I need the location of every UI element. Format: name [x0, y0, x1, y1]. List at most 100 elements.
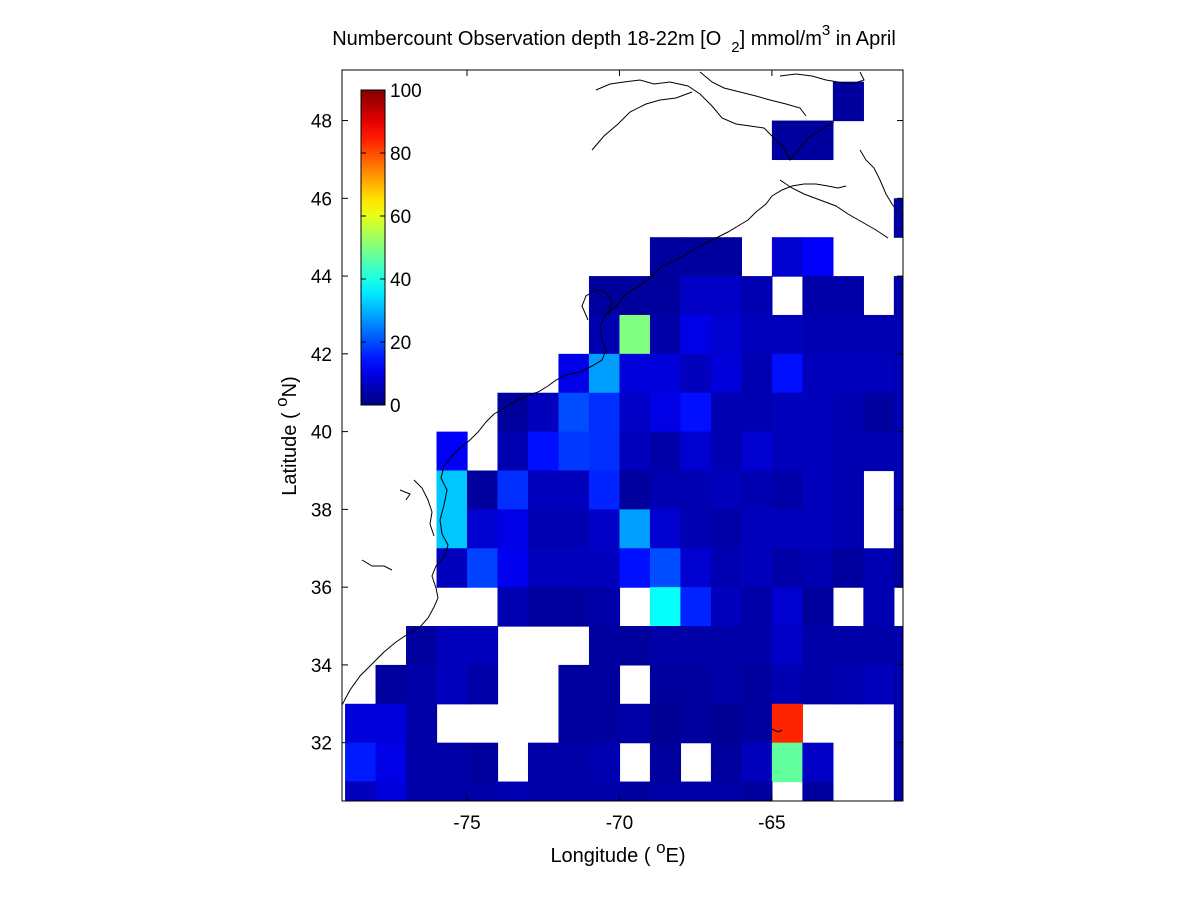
heatmap-cell [558, 392, 590, 433]
heatmap-cell [436, 548, 468, 588]
heatmap-cell [893, 276, 903, 316]
x-tick-label: -65 [758, 813, 785, 834]
heatmap-cell [558, 431, 590, 472]
heatmap-cell [802, 548, 834, 588]
heatmap-cell [649, 781, 682, 801]
heatmap-cell [741, 509, 773, 549]
heatmap-cell [771, 353, 803, 394]
heatmap-cell [863, 548, 895, 588]
heatmap-cell [832, 353, 864, 394]
colorbar-tick-label: 0 [390, 396, 401, 417]
heatmap-cell [588, 587, 621, 627]
heatmap-cell [588, 392, 621, 433]
heatmap-cell [741, 742, 773, 783]
heatmap-cell [893, 742, 903, 783]
heatmap-cell [832, 392, 864, 433]
heatmap-cell [649, 276, 682, 316]
heatmap-cell [832, 470, 864, 510]
heatmap-cell [588, 664, 621, 705]
heatmap-cell [497, 431, 529, 472]
heatmap-cell [832, 314, 864, 355]
heatmap-cell [863, 587, 895, 627]
heatmap-cell [680, 781, 712, 801]
heatmap-cell [710, 664, 743, 705]
heatmap-cell [436, 781, 468, 801]
heatmap-cell [741, 703, 773, 744]
y-axis-label: Latitude ( oN) [272, 376, 301, 496]
heatmap-cell [680, 509, 712, 549]
y-tick-label: 42 [311, 345, 332, 366]
heatmap-cell [893, 198, 903, 238]
chart-title: Numbercount Observation depth 18-22m [O 2… [332, 22, 896, 56]
heatmap-cell [741, 781, 773, 801]
heatmap-cell [619, 548, 651, 588]
heatmap-cell [710, 470, 743, 510]
heatmap-cell [527, 587, 560, 627]
y-tick-label: 34 [311, 656, 333, 677]
heatmap-cell [802, 781, 834, 801]
heatmap-cell [893, 548, 903, 588]
heatmap-cell [771, 703, 803, 744]
heatmap-cell [680, 703, 712, 744]
heatmap-cell [771, 431, 803, 472]
heatmap-cell [832, 81, 864, 122]
heatmap-cell [710, 509, 743, 549]
heatmap-cell [832, 509, 864, 549]
heatmap-cell [558, 470, 590, 510]
heatmap-cell [497, 392, 529, 433]
heatmap-cell [802, 626, 834, 666]
heatmap-cell [406, 781, 438, 801]
heatmap-cell [588, 353, 621, 394]
heatmap-cell [863, 431, 895, 472]
heatmap-cell [680, 587, 712, 627]
heatmap-cell [802, 431, 834, 472]
heatmap-cell [649, 626, 682, 666]
heatmap-cell [863, 626, 895, 666]
heatmap-cell [497, 781, 529, 801]
heatmap-cell [680, 353, 712, 394]
heatmap-cell [741, 664, 773, 705]
heatmap-cells [345, 81, 903, 801]
heatmap-cell [832, 626, 864, 666]
plot-frame [341, 69, 904, 802]
heatmap-cell [893, 392, 903, 433]
heatmap-cell [558, 509, 590, 549]
heatmap-cell [832, 664, 864, 705]
heatmap-cell [710, 626, 743, 666]
heatmap-cell [588, 509, 621, 549]
heatmap-cell [467, 626, 499, 666]
heatmap-cell [893, 353, 903, 394]
heatmap-cell [619, 781, 651, 801]
heatmap-cell [588, 470, 621, 510]
heatmap-cell [893, 509, 903, 549]
heatmap-cell [649, 470, 682, 510]
colorbar-scale [360, 89, 386, 406]
heatmap-cell [527, 470, 560, 510]
heatmap-cell [558, 703, 590, 744]
heatmap-cell [741, 548, 773, 588]
y-tick-label: 38 [311, 500, 332, 521]
colorbar: 0 20 40 60 80 100 [360, 81, 422, 417]
y-tick-label: 44 [311, 267, 333, 288]
heatmap-cell [771, 742, 803, 783]
heatmap-cell [649, 742, 682, 783]
heatmap-cell [345, 703, 377, 744]
heatmap-cell [802, 392, 834, 433]
heatmap-cell [497, 509, 529, 549]
heatmap-cell [832, 276, 864, 316]
heatmap-cell [710, 548, 743, 588]
heatmap-cell [467, 781, 499, 801]
heatmap-cell [619, 353, 651, 394]
heatmap-cell [710, 314, 743, 355]
heatmap-cell [893, 314, 903, 355]
heatmap-cell [406, 742, 438, 783]
heatmap-cell [588, 703, 621, 744]
heatmap-cell [497, 587, 529, 627]
heatmap-cell [588, 781, 621, 801]
heatmap-cell [893, 781, 903, 801]
heatmap-cell [527, 548, 560, 588]
heatmap-cell [710, 742, 743, 783]
heatmap-cell [649, 392, 682, 433]
heatmap-cell [863, 664, 895, 705]
heatmap-cell [802, 353, 834, 394]
